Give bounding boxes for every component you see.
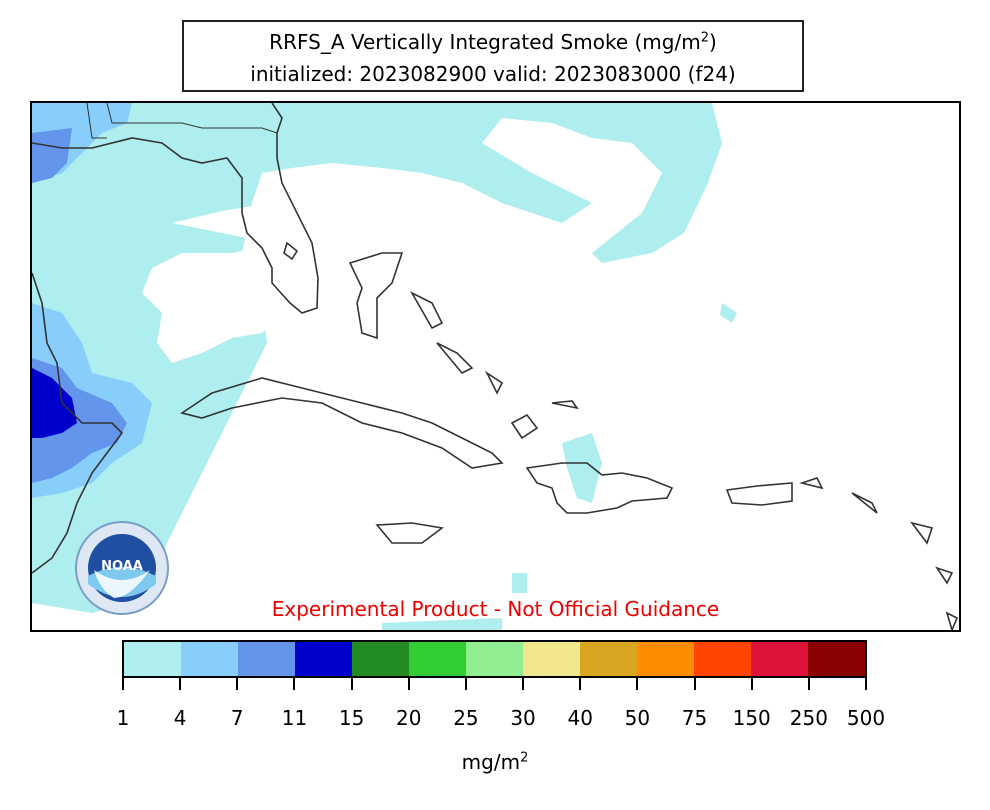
colorbar-tick-label: 20: [396, 706, 422, 730]
units-superscript: 2: [520, 750, 529, 766]
colorbar-segment: [124, 642, 181, 676]
title-main: RRFS_A Vertically Integrated Smoke (mg/m: [269, 30, 701, 54]
colorbar-tick: [179, 676, 182, 690]
colorbar-segment: [295, 642, 352, 676]
smoke-region-light: [32, 103, 722, 613]
disclaimer-text: Experimental Product - Not Official Guid…: [271, 597, 720, 621]
colorbar-tick: [693, 676, 696, 690]
colorbar-tick-label: 25: [453, 706, 479, 730]
colorbar-units: mg/m2: [0, 750, 990, 774]
smoke-gap: [142, 203, 302, 363]
smoke-region-dark-blue: [32, 368, 77, 438]
colorbar-tick: [293, 676, 296, 690]
colorbar-segment: [466, 642, 523, 676]
colorbar-tick: [522, 676, 525, 690]
colorbar-ticks: 1 4 7 11 15 20 25 30 40 50 75 150 250 500: [117, 676, 885, 730]
colorbar-segment: [352, 642, 409, 676]
colorbar-segment: [637, 642, 694, 676]
state-borders: [86, 103, 278, 139]
colorbar-tick: [122, 676, 124, 690]
colorbar-tick-label: 500: [846, 706, 886, 730]
colorbar-segment: [409, 642, 466, 676]
colorbar-tick-label: 150: [732, 706, 771, 730]
colorbar-segment: [751, 642, 808, 676]
map-svg: [32, 103, 959, 630]
noaa-logo: NOAA: [75, 521, 169, 615]
colorbar: [122, 640, 867, 678]
title-end: ): [709, 30, 717, 54]
colorbar-segment: [580, 642, 637, 676]
colorbar-tick: [636, 676, 639, 690]
colorbar-segment: [181, 642, 238, 676]
colorbar-segment: [808, 642, 865, 676]
title-superscript: 2: [700, 30, 709, 46]
colorbar-tick: [464, 676, 467, 690]
colorbar-tick: [865, 676, 867, 690]
noaa-logo-text: NOAA: [101, 559, 143, 574]
colorbar-segment: [694, 642, 751, 676]
title-line-2: initialized: 2023082900 valid: 202308300…: [250, 62, 736, 86]
colorbar-tick-label: 250: [789, 706, 828, 730]
colorbar-segment: [523, 642, 580, 676]
colorbar-tick: [750, 676, 753, 690]
colorbar-tick: [579, 676, 582, 690]
smoke-map: Experimental Product - Not Official Guid…: [30, 101, 961, 632]
title-line-1: RRFS_A Vertically Integrated Smoke (mg/m…: [184, 30, 802, 54]
colorbar-segment: [238, 642, 295, 676]
colorbar-tick-label: 15: [338, 706, 365, 730]
title-box: RRFS_A Vertically Integrated Smoke (mg/m…: [182, 20, 804, 92]
colorbar-tick-label: 1: [116, 706, 130, 730]
colorbar-tick-label: 30: [510, 706, 536, 730]
smoke-region-light-patch: [562, 433, 602, 503]
colorbar-tick-label: 4: [173, 706, 187, 730]
colorbar-tick: [350, 676, 353, 690]
coastlines: [32, 103, 959, 630]
smoke-region-light-island: [720, 303, 737, 323]
colorbar-tick-label: 11: [281, 706, 308, 730]
smoke-region-medium-blue-2: [32, 128, 72, 183]
colorbar-tick: [807, 676, 810, 690]
colorbar-tick: [407, 676, 410, 690]
colorbar-tick-label: 50: [624, 706, 651, 730]
colorbar-tick-label: 40: [567, 706, 593, 730]
colorbar-tick: [236, 676, 239, 690]
smoke-region-light-patch3: [382, 618, 502, 630]
units-main: mg/m: [461, 750, 521, 774]
colorbar-tick-label: 7: [230, 706, 244, 730]
smoke-region-light-patch2: [512, 573, 527, 593]
colorbar-tick-label: 75: [681, 706, 708, 730]
